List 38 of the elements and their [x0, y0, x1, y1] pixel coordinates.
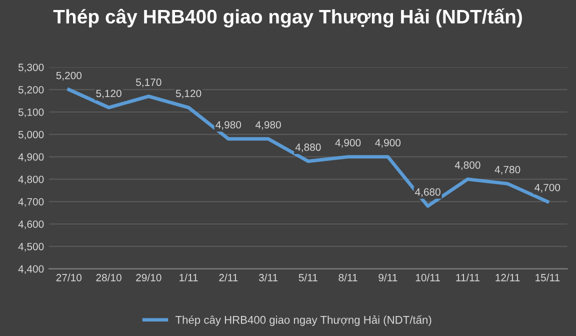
data-label: 4,780 [494, 166, 520, 175]
y-tick-label: 4,600 [18, 220, 44, 230]
x-tick-label: 29/10 [136, 274, 162, 282]
data-label: 5,170 [136, 78, 162, 88]
x-tick-label: 15/11 [536, 274, 560, 282]
data-label: 4,880 [295, 144, 321, 152]
x-tick-label: 28/10 [96, 274, 122, 282]
data-label: 5,120 [96, 90, 122, 98]
data-label: 5,200 [56, 72, 82, 80]
data-label: 4,700 [534, 184, 560, 192]
x-tick-label: 10/11 [416, 274, 440, 282]
x-tick-label: 11/11 [456, 274, 480, 282]
x-tick-label: 27/10 [56, 274, 82, 282]
x-tick-label: 1/11 [180, 274, 198, 282]
data-label: 4,800 [454, 161, 480, 170]
data-label: 4,900 [375, 139, 401, 148]
y-tick-label: 4,800 [18, 176, 44, 184]
data-label: 4,980 [216, 121, 242, 130]
y-tick-label: 4,900 [18, 153, 44, 162]
x-tick-label: 8/11 [338, 274, 358, 282]
x-tick-label: 2/11 [219, 274, 238, 282]
y-tick-label: 5,200 [18, 86, 44, 95]
y-tick-label: 5,300 [18, 64, 44, 72]
legend-label: Thép cây HRB400 giao ngay Thượng Hải (NDT/tấn) [176, 315, 432, 326]
data-label: 4,680 [415, 188, 440, 197]
x-tick-label: 5/11 [298, 274, 318, 282]
x-tick-label: 12/11 [496, 274, 520, 282]
x-tick-label: 9/11 [378, 274, 398, 282]
y-tick-label: 5,100 [18, 108, 44, 118]
y-tick-label: 4,400 [18, 265, 44, 274]
y-tick-label: 4,500 [18, 242, 44, 252]
data-label: 4,900 [335, 139, 361, 148]
x-tick-label: 3/11 [258, 274, 278, 282]
chart-title: Thép cây HRB400 giao ngay Thượng Hải (NDT/tấn) [53, 8, 522, 28]
y-tick-label: 5,000 [18, 130, 44, 140]
data-label: 5,120 [176, 90, 202, 98]
y-tick-label: 4,700 [18, 198, 44, 207]
data-label: 4,980 [255, 121, 281, 130]
